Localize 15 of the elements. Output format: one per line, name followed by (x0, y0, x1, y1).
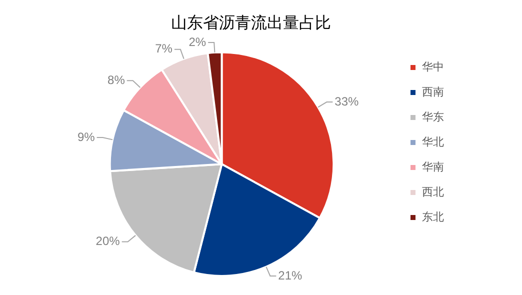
data-label: 20% (96, 234, 120, 248)
data-label: 8% (108, 72, 126, 87)
data-label: 2% (188, 34, 206, 49)
legend-label: 华东 (422, 110, 444, 124)
legend-label: 华北 (422, 135, 444, 148)
legend-label: 华南 (422, 160, 444, 174)
legend-label: 西北 (422, 185, 444, 198)
data-label: 21% (278, 268, 303, 282)
data-label: 33% (334, 94, 360, 108)
chart-title: 山东省沥青流出量占比 (171, 12, 331, 32)
legend-label: 西南 (422, 85, 444, 98)
legend-label: 东北 (422, 210, 444, 224)
data-label: 7% (155, 42, 173, 56)
data-label: 9% (77, 130, 96, 144)
legend-label: 华中 (422, 60, 444, 74)
